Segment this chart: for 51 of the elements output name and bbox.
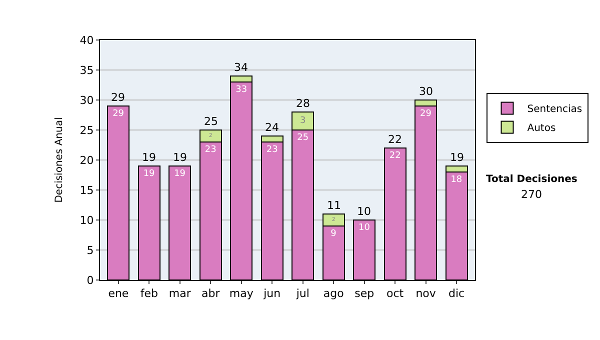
data-label: 23 [204, 145, 216, 155]
data-label: 19 [143, 169, 156, 179]
data-label: 9 [330, 229, 337, 239]
y-tick-label: 20 [80, 154, 94, 167]
data-label: 29 [112, 109, 124, 119]
total-label: 29 [111, 91, 125, 104]
total-label: 28 [296, 97, 310, 110]
x-tick-label: feb [140, 287, 158, 300]
total-label: 34 [234, 61, 248, 74]
x-tick-label: ene [108, 287, 129, 300]
y-tick-label: 30 [80, 94, 94, 107]
y-tick-label: 10 [80, 214, 94, 227]
data-label: 3 [300, 116, 306, 126]
data-label: 23 [266, 145, 278, 155]
x-tick-label: nov [416, 287, 436, 300]
total-label: 10 [357, 205, 371, 218]
y-axis-title: Decisiones Anual [54, 117, 65, 203]
y-tick-label: 15 [80, 184, 94, 197]
y-tick-label: 40 [80, 34, 94, 47]
y-tick-label: 25 [80, 124, 94, 137]
legend-label: Autos [527, 123, 556, 134]
y-tick-label: 0 [86, 274, 94, 287]
total-label: 25 [204, 115, 218, 128]
legend-label: Sentencias [527, 104, 582, 116]
data-label: 22 [389, 151, 401, 161]
data-label: 33 [236, 85, 248, 95]
total-label: 22 [388, 133, 402, 146]
x-tick-label: oct [386, 287, 404, 300]
y-tick-label: 35 [80, 64, 94, 77]
x-tick-label: jun [262, 287, 281, 300]
y-tick-label: 5 [86, 244, 94, 257]
x-tick-label: mar [168, 287, 192, 300]
text: Total Decisiones [486, 174, 578, 185]
x-tick-label: ago [323, 287, 344, 300]
x-tick-label: may [229, 287, 254, 300]
total-label: 19 [173, 151, 187, 164]
x-tick-label: abr [202, 287, 220, 300]
data-label: 29 [420, 109, 432, 119]
x-tick-label: jul [295, 287, 310, 300]
data-label: 10 [358, 223, 370, 233]
data-label: 25 [297, 133, 309, 143]
x-tick-label: dic [448, 287, 465, 300]
text: 270 [521, 188, 542, 201]
total-label: 30 [419, 85, 433, 98]
total-label: 11 [327, 199, 341, 212]
data-label: 19 [174, 169, 186, 179]
total-label: 24 [265, 121, 279, 134]
data-label: 18 [450, 175, 462, 185]
total-label: 19 [142, 151, 156, 164]
total-label: 19 [450, 151, 464, 164]
x-tick-label: sep [354, 287, 374, 300]
